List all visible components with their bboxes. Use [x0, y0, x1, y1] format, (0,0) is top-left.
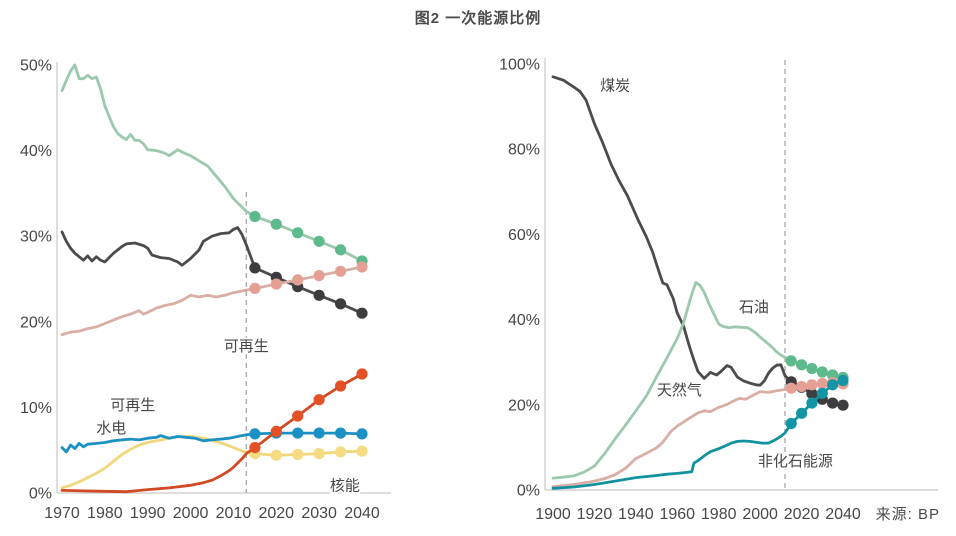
forecast-dot-gas: [785, 382, 797, 394]
forecast-dot-oil: [785, 355, 797, 367]
y-tick-label: 100%: [499, 57, 540, 74]
y-tick-label: 60%: [508, 227, 540, 244]
forecast-dot-oil: [816, 366, 828, 378]
forecast-dot-hydro: [249, 428, 261, 440]
forecast-dot-hydro: [335, 427, 347, 439]
forecast-dot-gas: [796, 380, 808, 393]
y-tick-label: 50%: [20, 58, 52, 75]
forecast-dot-hydro: [292, 427, 304, 439]
forecast-dot-coal: [335, 298, 347, 310]
series-line-coal: [60, 226, 364, 315]
x-tick-label: 1980: [701, 506, 737, 523]
annotation-gas-label: 天然气: [657, 382, 702, 399]
forecast-dot-oil: [270, 218, 282, 230]
forecast-dot-gas: [356, 261, 368, 273]
forecast-dot-oil: [249, 210, 261, 223]
y-tick-label: 20%: [20, 314, 52, 331]
annotation-oil-label: 石油: [739, 299, 769, 316]
forecast-dot-renewables: [335, 380, 347, 392]
x-tick-label: 2040: [344, 505, 380, 522]
forecast-dot-coal: [806, 388, 818, 400]
forecast-dot-gas: [292, 274, 304, 286]
series-line-oil: [60, 63, 364, 263]
forecast-dot-coal: [313, 289, 325, 301]
annotation-coal-label: 煤炭: [600, 77, 630, 94]
forecast-dot-renewables: [270, 425, 282, 437]
forecast-dot-nuclear: [335, 446, 347, 458]
y-tick-label: 0%: [29, 486, 52, 503]
forecast-dot-gas: [806, 379, 818, 391]
forecast-dot-oil: [335, 244, 347, 256]
forecast-dot-renewables: [249, 442, 261, 454]
forecast-dot-gas: [249, 282, 261, 294]
x-tick-label: 1940: [618, 506, 654, 523]
x-tick-label: 2020: [784, 506, 820, 523]
forecast-dot-hydro: [313, 427, 325, 439]
x-tick-label: 2040: [825, 506, 861, 523]
right-chart: 0% 20% 40% 60% 80% 100% 1900 1920 1940 1960 1980 20…: [499, 57, 938, 523]
forecast-dot-oil: [313, 235, 325, 247]
forecast-dot-gas: [270, 278, 282, 290]
forecast-dot-non-fossil: [816, 387, 828, 399]
x-tick-label: 2000: [742, 506, 778, 523]
forecast-dot-coal: [249, 262, 261, 274]
forecast-dot-oil: [806, 363, 818, 375]
forecast-dot-nuclear: [270, 449, 282, 461]
forecast-dot-non-fossil: [827, 379, 839, 391]
y-tick-label: 40%: [20, 143, 52, 160]
x-tick-label: 1970: [44, 505, 80, 522]
forecast-dot-renewables: [313, 394, 325, 406]
forecast-dot-renewables: [356, 368, 368, 380]
forecast-dot-nuclear: [292, 448, 304, 461]
annotation-renewables-note: 可再生: [224, 338, 269, 355]
forecast-dot-gas: [313, 270, 325, 282]
x-tick-label: 2030: [301, 505, 337, 522]
forecast-dot-renewables: [292, 410, 304, 422]
y-tick-label: 30%: [20, 229, 52, 246]
annotation-renewables-label: 可再生: [110, 397, 155, 414]
forecast-dot-coal: [356, 307, 368, 319]
y-tick-label: 10%: [20, 400, 52, 417]
y-tick-label: 40%: [508, 312, 540, 329]
forecast-dot-oil: [796, 359, 808, 371]
forecast-dot-coal: [827, 397, 839, 409]
forecast-dot-nuclear: [356, 445, 368, 457]
forecast-dot-hydro: [356, 428, 368, 440]
annotation-non-fossil-label: 非化石能源: [758, 453, 833, 470]
x-tick-label: 2020: [258, 505, 294, 522]
x-tick-label: 1960: [659, 506, 695, 523]
series-line-gas: [60, 265, 364, 337]
series-line-coal: [551, 75, 845, 407]
forecast-dot-nuclear: [313, 448, 325, 460]
forecast-dot-non-fossil: [785, 417, 797, 430]
annotation-nuclear-label: 核能: [330, 477, 360, 494]
forecast-dot-coal: [837, 399, 849, 411]
y-tick-label: 20%: [508, 397, 540, 414]
x-tick-label: 1900: [535, 506, 571, 523]
x-tick-label: 2000: [173, 505, 209, 522]
source-note: 来源: BP: [875, 506, 940, 523]
figure-title: 图2 一次能源比例: [414, 10, 542, 27]
y-tick-label: 80%: [508, 142, 540, 159]
x-tick-label: 1920: [577, 506, 613, 523]
forecast-dot-gas: [816, 377, 828, 390]
x-tick-label: 1990: [130, 505, 166, 522]
forecast-dot-non-fossil: [806, 397, 818, 409]
series-line-oil: [551, 281, 845, 480]
left-chart: 0% 10% 20% 30% 40% 50% 1970 1980 1990 2000 2010 202…: [20, 58, 391, 522]
forecast-dot-non-fossil: [796, 407, 808, 419]
forecast-dot-gas: [335, 265, 347, 277]
forecast-dot-non-fossil: [837, 374, 849, 387]
annotation-hydro-label: 水电: [96, 420, 126, 437]
x-tick-label: 2010: [216, 505, 252, 522]
x-tick-label: 1980: [87, 505, 123, 522]
forecast-dot-oil: [292, 227, 304, 239]
y-tick-label: 0%: [517, 483, 540, 500]
